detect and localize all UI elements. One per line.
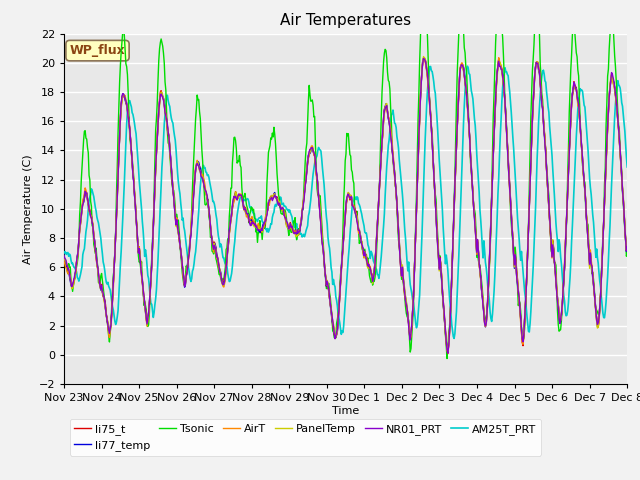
Title: Air Temperatures: Air Temperatures	[280, 13, 411, 28]
AM25T_PRT	[451, 336, 458, 341]
li77_temp	[215, 265, 223, 271]
AirT	[70, 278, 78, 284]
AirT	[186, 250, 193, 255]
li77_temp	[431, 198, 439, 204]
AirT	[495, 55, 502, 60]
Line: Tsonic: Tsonic	[64, 0, 627, 359]
AM25T_PRT	[463, 63, 471, 69]
li77_temp	[60, 255, 68, 261]
AM25T_PRT	[215, 237, 223, 242]
Tsonic	[215, 272, 223, 277]
PanelTemp	[623, 244, 631, 250]
li77_temp	[128, 158, 136, 164]
PanelTemp	[431, 196, 439, 202]
PanelTemp	[215, 264, 223, 269]
li75_t	[414, 160, 422, 166]
X-axis label: Time: Time	[332, 406, 359, 416]
PanelTemp	[444, 350, 452, 356]
PanelTemp	[420, 54, 428, 60]
Tsonic	[623, 250, 631, 255]
NR01_PRT	[128, 158, 136, 164]
li75_t	[444, 350, 452, 356]
AirT	[444, 349, 452, 355]
PanelTemp	[414, 158, 422, 164]
li75_t	[186, 250, 193, 255]
AM25T_PRT	[623, 164, 631, 170]
NR01_PRT	[186, 250, 193, 255]
Tsonic	[431, 186, 438, 192]
AirT	[215, 266, 223, 272]
Tsonic	[414, 117, 422, 123]
Line: li77_temp: li77_temp	[64, 59, 627, 350]
PanelTemp	[128, 158, 136, 164]
li75_t	[431, 199, 439, 204]
AM25T_PRT	[414, 312, 422, 318]
PanelTemp	[60, 254, 68, 260]
NR01_PRT	[444, 350, 452, 356]
NR01_PRT	[215, 264, 223, 270]
Legend: li75_t, li77_temp, Tsonic, AirT, PanelTemp, NR01_PRT, AM25T_PRT: li75_t, li77_temp, Tsonic, AirT, PanelTe…	[70, 419, 541, 456]
Tsonic	[60, 253, 68, 259]
NR01_PRT	[420, 56, 428, 61]
li75_t	[215, 264, 223, 269]
Tsonic	[70, 278, 78, 284]
li75_t	[623, 245, 631, 251]
Line: NR01_PRT: NR01_PRT	[64, 59, 627, 353]
NR01_PRT	[623, 244, 631, 250]
NR01_PRT	[431, 200, 439, 206]
li77_temp	[444, 348, 452, 353]
Line: li75_t: li75_t	[64, 60, 627, 353]
li77_temp	[186, 247, 193, 252]
AM25T_PRT	[60, 251, 68, 256]
NR01_PRT	[60, 252, 68, 258]
AM25T_PRT	[186, 270, 193, 276]
AirT	[60, 258, 68, 264]
li77_temp	[623, 246, 631, 252]
Line: AM25T_PRT: AM25T_PRT	[64, 66, 627, 338]
li75_t	[128, 160, 136, 166]
AirT	[128, 158, 136, 164]
li75_t	[60, 254, 68, 260]
Tsonic	[186, 245, 193, 251]
Text: WP_flux: WP_flux	[70, 44, 125, 57]
Line: PanelTemp: PanelTemp	[64, 57, 627, 353]
PanelTemp	[186, 246, 193, 252]
AM25T_PRT	[70, 264, 78, 270]
AirT	[414, 159, 422, 165]
li77_temp	[414, 158, 422, 164]
AM25T_PRT	[128, 110, 136, 116]
PanelTemp	[70, 279, 78, 285]
NR01_PRT	[414, 158, 422, 164]
li77_temp	[70, 277, 78, 283]
AirT	[623, 244, 631, 250]
li75_t	[70, 277, 78, 283]
AM25T_PRT	[431, 86, 438, 92]
Y-axis label: Air Temperature (C): Air Temperature (C)	[23, 154, 33, 264]
Line: AirT: AirT	[64, 58, 627, 352]
li77_temp	[420, 56, 428, 61]
Tsonic	[443, 356, 451, 361]
NR01_PRT	[70, 275, 78, 281]
li75_t	[421, 57, 429, 62]
Tsonic	[128, 155, 136, 161]
AirT	[431, 184, 438, 190]
